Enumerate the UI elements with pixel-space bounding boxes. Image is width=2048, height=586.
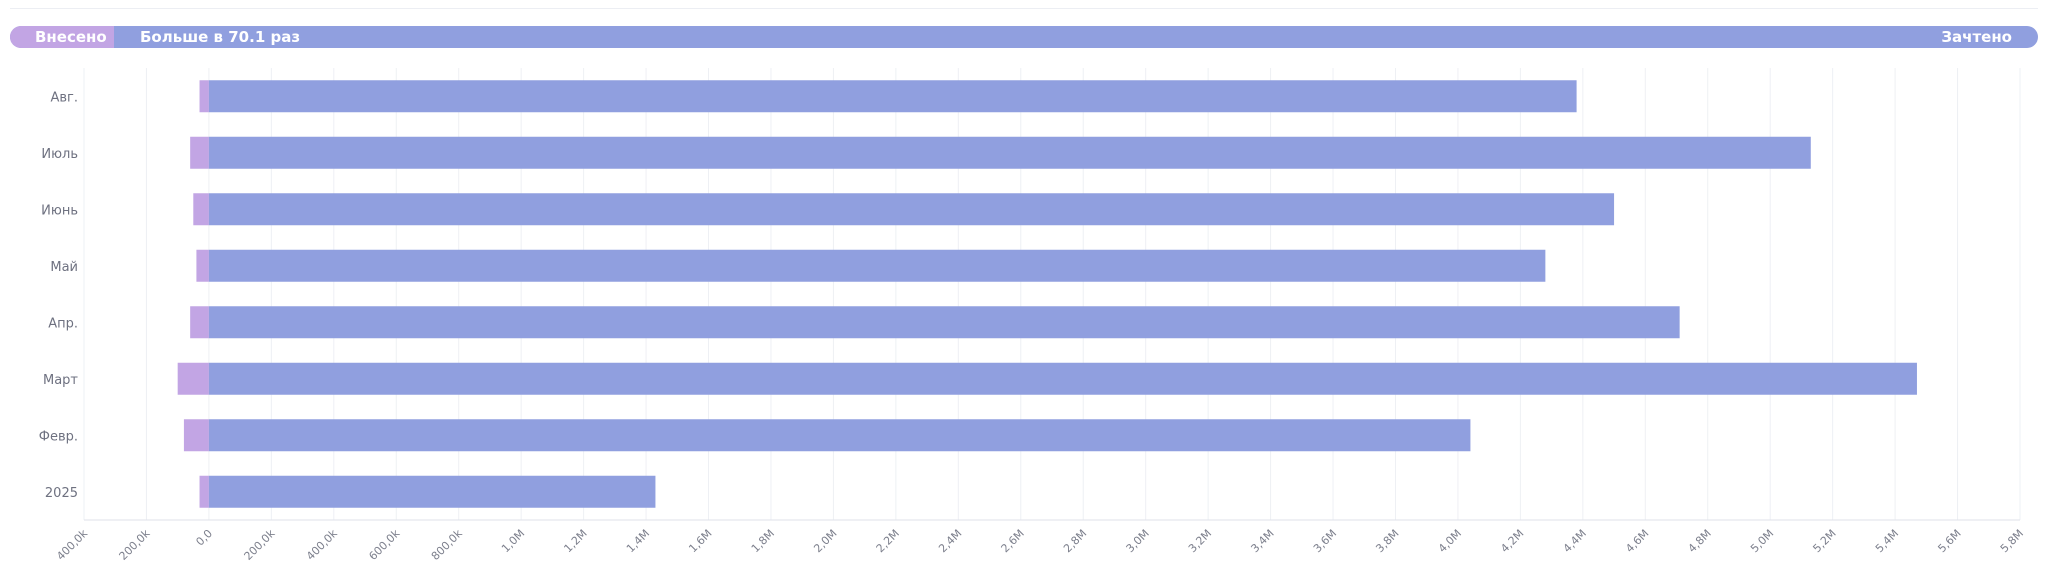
credited-label: Зачтено (1941, 28, 2012, 46)
x-tick-label: 2,0M (811, 527, 839, 555)
category-labels: Авг. Июль Июнь Май Апр. Март Февр. 2025 (39, 90, 79, 501)
x-axis-ticks: 400,0k 200,0k 0,0 200,0k 400,0k 600,0k 800,0k 1… (54, 526, 2026, 562)
x-tick-label: 4,4M (1561, 527, 1589, 555)
x-tick-label: 1,2M (561, 527, 589, 555)
deposited-bar[interactable] (177, 362, 209, 395)
x-tick-label: 3,6M (1311, 527, 1339, 555)
x-tick-label: 200,0k (242, 526, 278, 562)
top-divider (10, 8, 2038, 9)
x-tick-label: 200,0k (117, 526, 153, 562)
category-label: Февр. (39, 429, 78, 444)
deposited-bar[interactable] (193, 193, 209, 226)
x-tick-label: 2,8M (1061, 527, 1089, 555)
summary-bar: Внесено Больше в 70.1 раз Зачтено (10, 26, 2038, 48)
x-tick-label: 1,6M (686, 527, 714, 555)
deposited-segment (10, 26, 114, 48)
category-label: Июнь (41, 203, 78, 218)
credited-bar[interactable] (208, 362, 1917, 395)
deposited-bar[interactable] (183, 419, 209, 452)
credited-bar[interactable] (208, 419, 1471, 452)
x-tick-label: 3,8M (1373, 527, 1401, 555)
credited-bar[interactable] (208, 475, 656, 508)
credited-bar[interactable] (208, 136, 1811, 169)
deposited-label: Внесено (35, 28, 107, 46)
x-tick-label: 2,4M (936, 527, 964, 555)
x-tick-label: 3,0M (1124, 527, 1152, 555)
x-tick-label: 5,4M (1873, 527, 1901, 555)
deposited-bar[interactable] (199, 475, 209, 508)
category-label: Май (50, 260, 78, 275)
credited-bar[interactable] (208, 306, 1680, 339)
credited-bar[interactable] (208, 80, 1577, 113)
x-tick-label: 4,2M (1498, 527, 1526, 555)
x-tick-label: 1,0M (499, 527, 527, 555)
x-tick-label: 3,4M (1248, 527, 1276, 555)
x-tick-label: 400,0k (304, 526, 340, 562)
x-tick-label: 1,8M (749, 527, 777, 555)
x-tick-label: 600,0k (366, 526, 402, 562)
x-tick-label: 0,0 (193, 527, 215, 549)
x-tick-label: 5,2M (1810, 527, 1838, 555)
deposited-bar[interactable] (190, 306, 209, 339)
deposited-bar[interactable] (196, 249, 209, 282)
x-tick-label: 800,0k (429, 526, 465, 562)
deposited-bar[interactable] (199, 80, 209, 113)
x-tick-label: 1,4M (624, 527, 652, 555)
x-tick-label: 5,6M (1935, 527, 1963, 555)
category-label: Апр. (48, 316, 78, 331)
category-label: Июль (41, 147, 78, 162)
credited-bar[interactable] (208, 249, 1546, 282)
x-tick-label: 2,6M (999, 527, 1027, 555)
x-tick-label: 400,0k (54, 526, 90, 562)
x-tick-label: 4,8M (1686, 527, 1714, 555)
category-label: Авг. (50, 90, 78, 105)
ratio-label: Больше в 70.1 раз (140, 28, 301, 46)
x-tick-label: 5,8M (1998, 527, 2026, 555)
category-label: Март (43, 373, 78, 388)
grid-lines (83, 68, 2021, 521)
bars (177, 80, 1917, 508)
x-tick-label: 2,2M (874, 527, 902, 555)
x-tick-label: 3,2M (1186, 527, 1214, 555)
bar-chart: Авг. Июль Июнь Май Апр. Март Февр. 2025 400,0k 2… (39, 68, 2026, 563)
deposited-bar[interactable] (190, 136, 209, 169)
x-tick-label: 4,0M (1436, 527, 1464, 555)
category-label: 2025 (45, 486, 78, 501)
x-tick-label: 5,0M (1748, 527, 1776, 555)
x-tick-label: 4,6M (1623, 527, 1651, 555)
credited-bar[interactable] (208, 193, 1615, 226)
